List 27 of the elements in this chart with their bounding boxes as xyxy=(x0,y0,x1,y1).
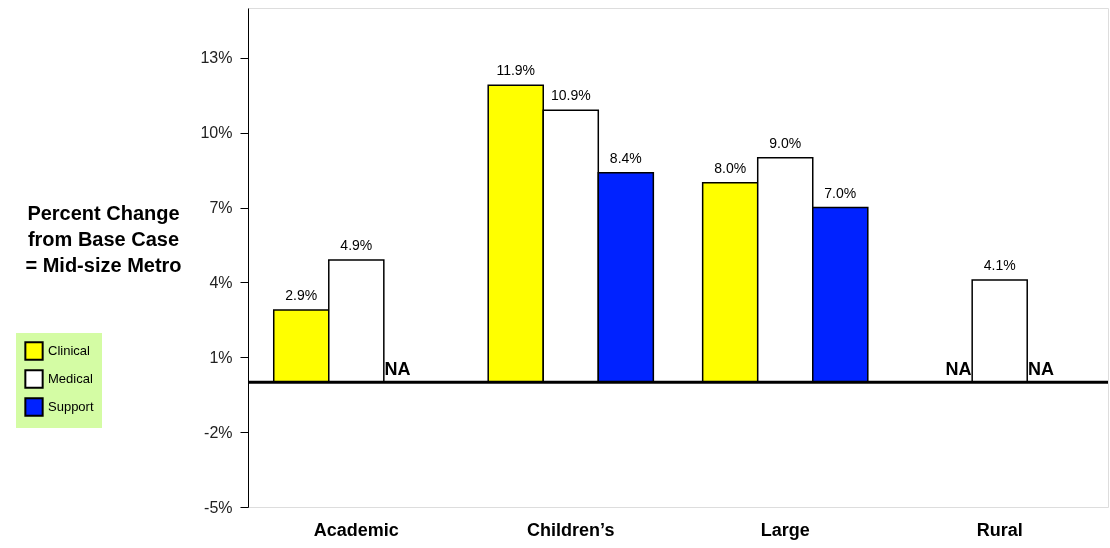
y-tick-label: -5% xyxy=(204,498,233,516)
text: NA xyxy=(384,359,411,380)
x-tick-label: Academic xyxy=(313,519,399,540)
x-tick-label: Large xyxy=(760,519,810,540)
y-tick-label: 10% xyxy=(200,124,233,142)
x-tick-label: Children’s xyxy=(527,519,615,540)
data-label: 8.0% xyxy=(714,159,747,176)
legend-label: Medical xyxy=(48,371,93,386)
y-axis-title: Percent Change from Base Case = Mid-size Metro xyxy=(25,201,182,276)
legend-label: Clinical xyxy=(48,343,91,358)
y-tick-label: -2% xyxy=(204,423,233,441)
data-label: 4.9% xyxy=(340,236,373,253)
data-label: 9.0% xyxy=(769,134,802,151)
data-label: 2.9% xyxy=(285,286,318,303)
y-tick-label: 7% xyxy=(209,199,233,217)
y-tick-label: 13% xyxy=(200,49,233,67)
data-label: 4.1% xyxy=(983,256,1016,273)
y-tick-label: 4% xyxy=(209,273,233,291)
data-label: 10.9% xyxy=(550,87,591,104)
text: NA xyxy=(945,359,972,380)
data-label: 8.4% xyxy=(609,149,642,166)
text: NA xyxy=(1027,359,1054,380)
y-tick-label: 1% xyxy=(209,348,233,366)
data-label: 11.9% xyxy=(496,62,536,79)
legend-label: Support xyxy=(48,399,94,414)
data-label: 7.0% xyxy=(824,184,857,201)
x-tick-label: Rural xyxy=(976,519,1023,540)
